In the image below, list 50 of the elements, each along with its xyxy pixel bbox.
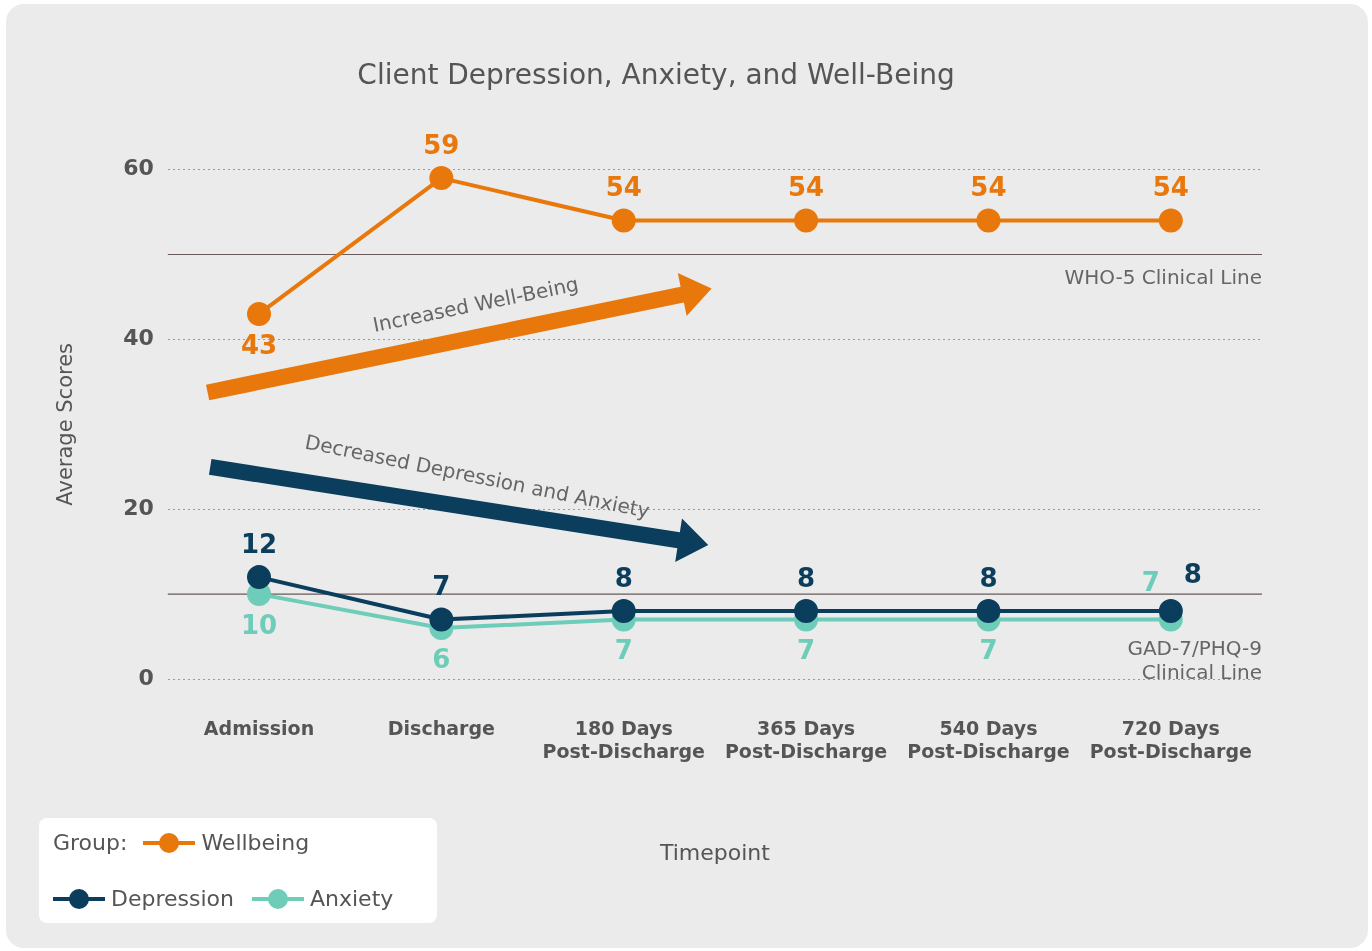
data-label: 8 (797, 562, 816, 593)
y-tick-label: 40 (123, 325, 154, 351)
legend-label: Depression (111, 886, 234, 911)
legend-label: Wellbeing (201, 830, 310, 855)
data-label: 8 (614, 562, 633, 593)
data-label: 54 (1152, 172, 1189, 203)
x-tick-label: 720 Days Post-Discharge (1089, 717, 1252, 763)
x-tick-label: 540 Days Post-Discharge (907, 717, 1070, 763)
x-tick-label: Discharge (387, 717, 495, 740)
x-tick-label: Admission (203, 717, 315, 740)
y-tick-label: 20 (123, 494, 154, 520)
data-label: 10 (240, 609, 278, 640)
x-tick-label: 365 Days Post-Discharge (724, 717, 888, 763)
data-label: 8 (1183, 558, 1202, 589)
point (794, 208, 819, 233)
x-axis-title: Timepoint (658, 839, 771, 865)
point (976, 208, 1001, 233)
ref-line-label: GAD-7/PHQ-9 Clinical Line (1127, 636, 1262, 685)
legend-title: Group: (53, 830, 128, 855)
data-label: 7 (432, 571, 451, 602)
data-label: 54 (788, 172, 825, 203)
y-tick-label: 0 (138, 664, 154, 690)
point (1158, 599, 1183, 624)
data-label: 7 (979, 635, 998, 666)
data-label: 59 (423, 129, 460, 160)
data-label: 6 (432, 643, 451, 674)
point (611, 599, 636, 624)
x-tick-label: 180 Days Post-Discharge (542, 717, 705, 763)
point (1158, 208, 1183, 233)
data-label: 7 (1141, 567, 1160, 598)
data-label: 7 (614, 635, 633, 666)
y-axis-title: Average Scores (53, 342, 78, 506)
ref-line-label: WHO-5 Clinical Line (1064, 264, 1262, 289)
data-label: 54 (970, 172, 1007, 203)
point (429, 166, 454, 191)
annotation: Increased Well-Being (370, 271, 581, 337)
data-label: 8 (979, 562, 998, 593)
chart-title: Client Depression, Anxiety, and Well-Being (357, 58, 955, 92)
data-label: 7 (797, 635, 816, 666)
point (611, 208, 636, 233)
point (794, 599, 819, 624)
y-tick-label: 60 (123, 155, 154, 181)
legend-label: Anxiety (309, 886, 394, 911)
data-label: 12 (240, 528, 278, 559)
point (976, 599, 1001, 624)
point (247, 565, 271, 590)
data-label: 43 (240, 329, 278, 360)
point (429, 607, 454, 632)
data-label: 54 (605, 172, 642, 203)
point (247, 301, 271, 326)
